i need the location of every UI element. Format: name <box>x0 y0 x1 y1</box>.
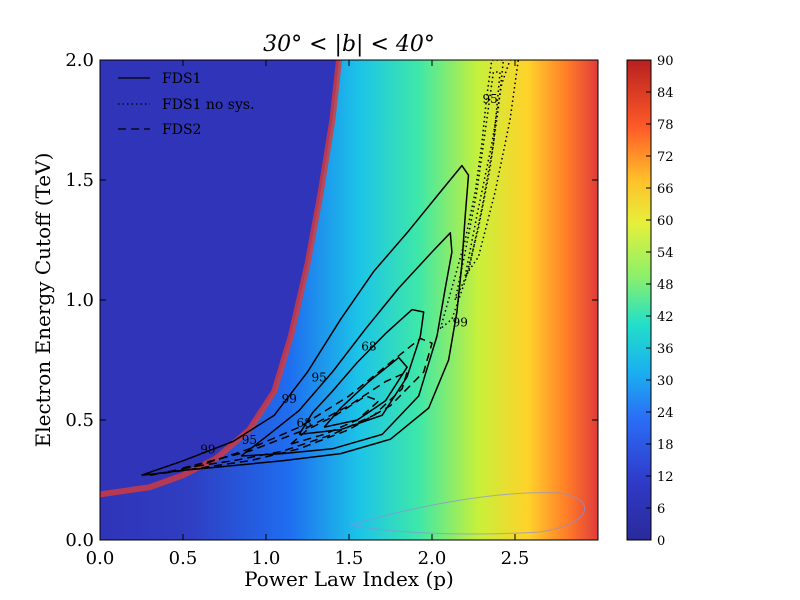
colorbar-tick-label: 18 <box>657 438 674 453</box>
y-axis-label: Electron Energy Cutoff (TeV) <box>31 153 55 448</box>
colorbar-tick-label: 6 <box>657 502 665 517</box>
contour-dashed-4 <box>149 337 433 476</box>
contour-solid-2 <box>298 308 425 436</box>
x-tick-label: 1.0 <box>252 548 281 569</box>
y-tick-label: 0.5 <box>65 410 94 431</box>
colorbar-tick-label: 60 <box>657 214 674 229</box>
colorbar-tick-label: 84 <box>657 86 674 101</box>
contour-label-3: 95 <box>311 371 326 385</box>
y-tick-label: 0.0 <box>65 530 94 551</box>
x-tick-label: 0.0 <box>86 548 115 569</box>
y-tick-label: 1.5 <box>65 170 94 191</box>
colorbar: 0 6 12 18 24 30 36 42 48 54 60 66 72 78 84 90 <box>626 54 674 549</box>
contour-lines <box>141 60 520 476</box>
y-tick-label: 1.0 <box>65 290 94 311</box>
contour-label-6: 99 <box>453 315 468 329</box>
contour-label-0: 99 <box>200 443 215 457</box>
colorbar-gradient <box>626 59 652 541</box>
contour-dotted-8 <box>454 71 501 301</box>
legend: FDS1 FDS1 no sys. FDS2 <box>118 71 255 138</box>
contour-dotted-9 <box>464 60 520 277</box>
x-axis-label: Power Law Index (p) <box>244 567 454 591</box>
colorbar-tick-label: 0 <box>657 534 665 549</box>
contour-label-7: 95 <box>482 92 497 106</box>
colorbar-tick-label: 66 <box>657 182 674 197</box>
contour-label-4: 68 <box>361 339 376 353</box>
colorbar-tick-label: 48 <box>657 278 674 293</box>
colorbar-tick-label: 90 <box>657 54 674 69</box>
colorbar-ticks: 0 6 12 18 24 30 36 42 48 54 60 66 72 78 84 90 <box>646 54 674 549</box>
colorbar-tick-label: 54 <box>657 246 674 261</box>
heatmap-low-contour <box>349 492 585 535</box>
x-tick-label: 0.5 <box>169 548 198 569</box>
x-tick-label: 2.0 <box>418 548 447 569</box>
heatmap-edge <box>100 60 343 498</box>
x-axis: 0.0 0.5 1.0 1.5 2.0 2.5 <box>86 60 530 569</box>
chart-title: 30° < |b| < 40° <box>263 32 435 57</box>
contour-dotted-7 <box>439 60 505 330</box>
contour-dashed-6 <box>290 395 380 445</box>
legend-label-fds1-no-sys: FDS1 no sys. <box>162 97 255 113</box>
contour-dashed-5 <box>182 371 408 469</box>
legend-label-fds1: FDS1 <box>162 71 201 87</box>
contour-solid-0 <box>141 164 470 476</box>
x-tick-label: 2.5 <box>501 548 530 569</box>
colorbar-tick-label: 12 <box>657 470 674 485</box>
colorbar-tick-label: 36 <box>657 342 674 357</box>
colorbar-tick-label: 78 <box>657 118 674 133</box>
heatmap-gradient-region <box>100 60 598 540</box>
colorbar-tick-label: 30 <box>657 374 674 389</box>
contour-label-1: 95 <box>242 433 257 447</box>
contour-label-5: 68 <box>297 416 312 430</box>
contour-label-2: 99 <box>282 392 297 406</box>
y-tick-label: 2.0 <box>65 50 94 71</box>
colorbar-tick-label: 72 <box>657 150 674 165</box>
y-axis: 0.0 0.5 1.0 1.5 2.0 <box>65 50 598 551</box>
legend-label-fds2: FDS2 <box>162 122 201 138</box>
x-tick-label: 1.5 <box>335 548 364 569</box>
contour-solid-1 <box>240 232 453 457</box>
colorbar-tick-label: 42 <box>657 310 674 325</box>
colorbar-tick-label: 24 <box>657 406 674 421</box>
contour-solid-3 <box>323 356 408 428</box>
